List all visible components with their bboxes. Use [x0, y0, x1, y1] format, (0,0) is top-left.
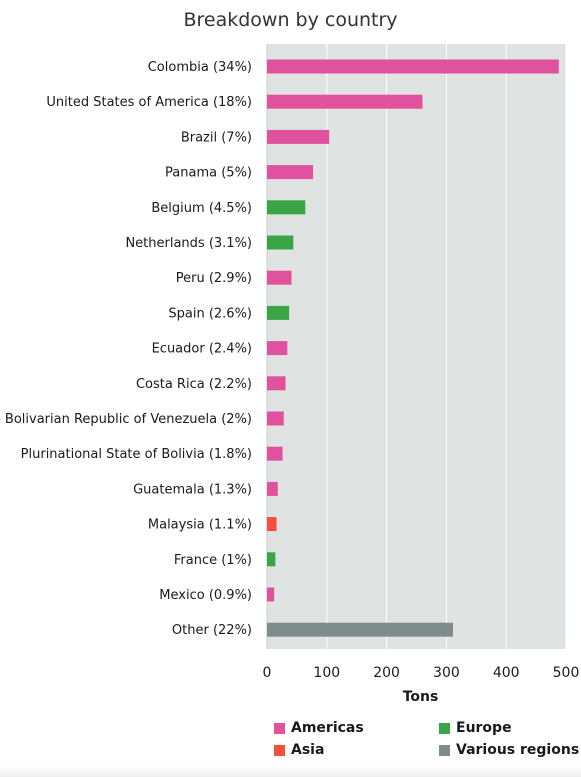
category-label-plurinational-state-of-bolivia: Plurinational State of Bolivia (1.8%) — [21, 447, 252, 462]
bar-peru — [267, 270, 292, 285]
legend-label-americas: Americas — [291, 720, 364, 736]
category-label-costa-rica: Costa Rica (2.2%) — [136, 377, 252, 392]
bar-bolivarian-republic-of-venezuela — [267, 411, 284, 426]
category-label-other: Other (22%) — [172, 623, 252, 638]
bar-other — [267, 622, 453, 637]
category-label-mexico: Mexico (0.9%) — [159, 588, 252, 603]
legend-swatch-europe — [439, 722, 450, 734]
legend-item-various-regions: Various regions — [439, 742, 579, 758]
bar-netherlands — [267, 235, 294, 250]
bar-brazil — [267, 129, 330, 144]
category-label-panama: Panama (5%) — [165, 166, 252, 181]
legend-swatch-asia — [274, 744, 285, 756]
category-label-netherlands: Netherlands (3.1%) — [125, 236, 252, 251]
bar-malaysia — [267, 517, 277, 532]
bar-chart: Colombia (34%) United States of America (… — [5, 44, 580, 705]
bar-panama — [267, 165, 314, 180]
legend-item-asia: Asia — [274, 742, 324, 758]
plot-area — [267, 44, 566, 649]
x-tick-label-300: 300 — [433, 665, 460, 681]
category-label-belgium: Belgium (4.5%) — [151, 201, 252, 216]
bar-plurinational-state-of-bolivia — [267, 446, 283, 461]
category-label-spain: Spain (2.6%) — [168, 306, 252, 321]
bar-spain — [267, 305, 290, 320]
category-label-malaysia: Malaysia (1.1%) — [148, 518, 252, 533]
category-label-ecuador: Ecuador (2.4%) — [152, 342, 252, 357]
legend-swatch-various-regions — [439, 744, 450, 756]
bar-colombia — [267, 59, 559, 74]
bottom-fade — [0, 765, 581, 777]
bar-belgium — [267, 200, 306, 215]
legend-item-americas: Americas — [274, 720, 364, 736]
x-tick-label-100: 100 — [313, 665, 340, 681]
bar-costa-rica — [267, 376, 286, 391]
category-label-colombia: Colombia (34%) — [148, 60, 252, 75]
category-label-united-states-of-america: United States of America (18%) — [46, 95, 252, 110]
x-tick-label-500: 500 — [553, 665, 580, 681]
category-label-brazil: Brazil (7%) — [181, 130, 252, 145]
x-tick-label-400: 400 — [493, 665, 520, 681]
category-label-france: France (1%) — [174, 553, 252, 568]
legend-label-various-regions: Various regions — [456, 742, 580, 758]
legend-label-europe: Europe — [456, 720, 512, 736]
bar-france — [267, 552, 276, 567]
category-label-bolivarian-republic-of-venezuela: Bolivarian Republic of Venezuela (2%) — [5, 412, 252, 427]
bar-mexico — [267, 587, 275, 602]
bar-guatemala — [267, 481, 278, 496]
legend-item-europe: Europe — [439, 720, 512, 736]
chart-title: Breakdown by country — [183, 9, 398, 31]
category-label-peru: Peru (2.9%) — [176, 271, 252, 286]
x-axis-title: Tons — [403, 689, 439, 705]
legend-label-asia: Asia — [291, 742, 325, 758]
bar-united-states-of-america — [267, 94, 423, 109]
x-tick-label-0: 0 — [263, 665, 272, 681]
x-tick-label-200: 200 — [373, 665, 400, 681]
bar-ecuador — [267, 341, 288, 356]
chart-legend: Americas Europe Asia Various regions — [0, 720, 581, 770]
category-label-guatemala: Guatemala (1.3%) — [133, 482, 252, 497]
legend-swatch-americas — [274, 722, 285, 734]
